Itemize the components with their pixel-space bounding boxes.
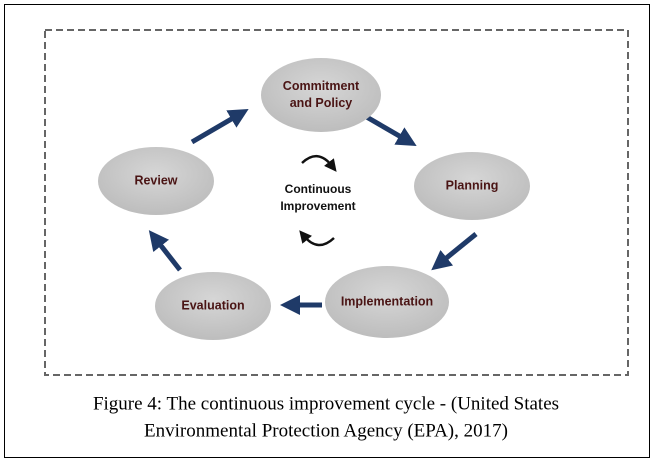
node-ellipse [325, 266, 449, 338]
curved-arrow [301, 155, 337, 172]
center-label: Continuous [285, 182, 352, 196]
center-label: Improvement [280, 199, 355, 213]
outer-border [4, 4, 650, 458]
node-label: Implementation [341, 294, 433, 308]
cycle-arrows [299, 155, 337, 247]
node-ellipse [261, 58, 381, 132]
arrow [148, 230, 182, 272]
arrow [190, 108, 249, 145]
node-label: Planning [446, 178, 499, 192]
node-ellipse [155, 272, 271, 340]
arrow [431, 232, 478, 271]
caption-line: Environmental Protection Agency (EPA), 2… [144, 420, 508, 441]
node-label: Review [134, 173, 177, 187]
node-ellipse [98, 147, 214, 215]
node-label: and Policy [290, 96, 353, 110]
node-label: Evaluation [181, 298, 244, 312]
curved-arrow [299, 230, 335, 247]
caption-line: Figure 4: The continuous improvement cyc… [93, 393, 559, 414]
dashed-frame [44, 29, 629, 376]
node-ellipse [414, 152, 530, 220]
node-label: Commitment [283, 79, 360, 93]
